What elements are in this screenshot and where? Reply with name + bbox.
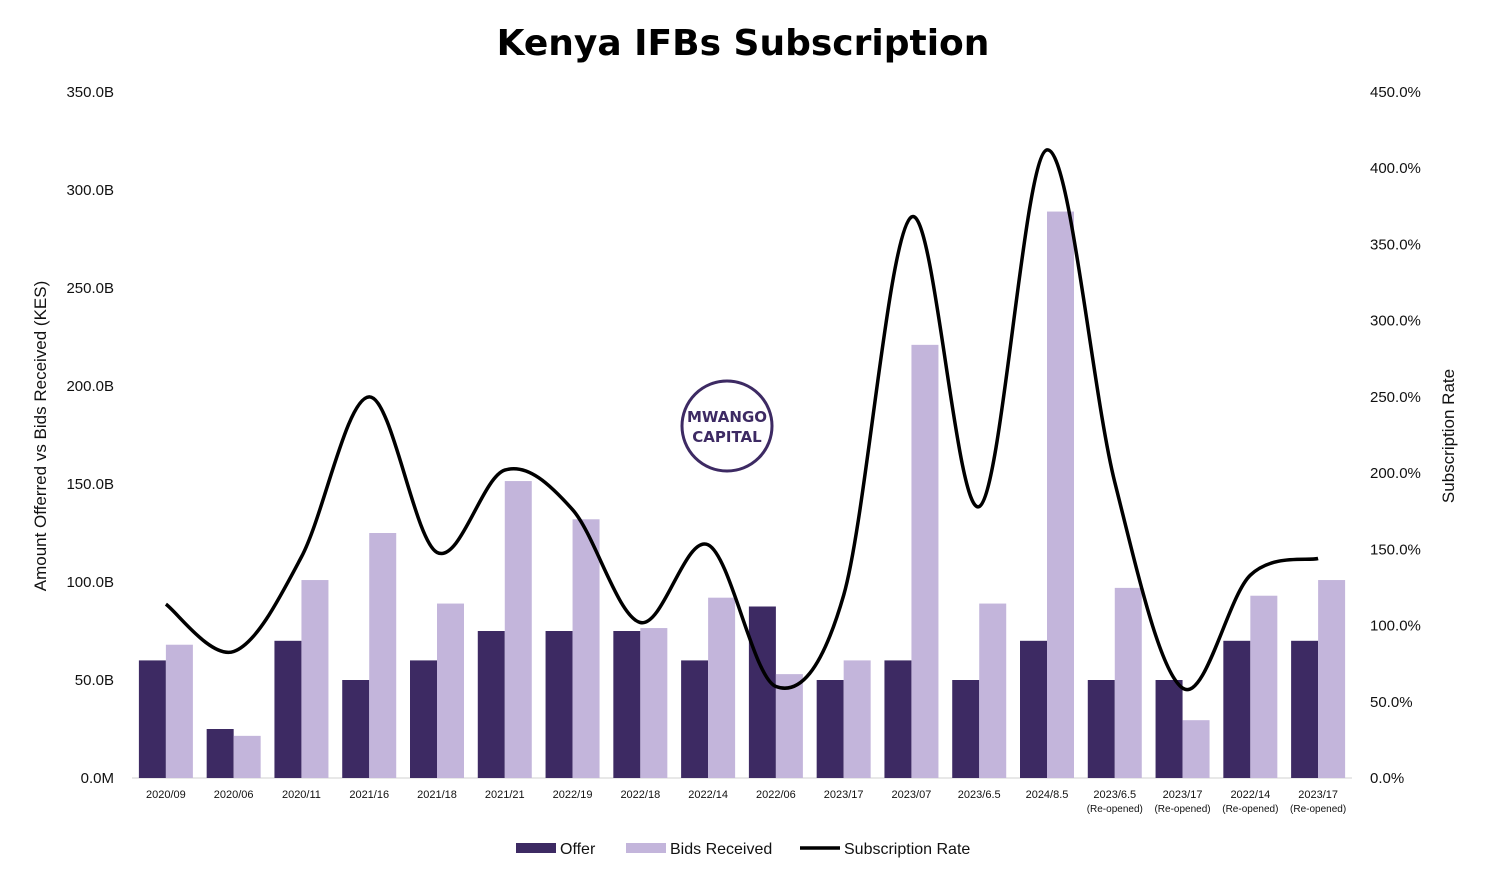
offer-bar	[884, 660, 912, 778]
x-tick-label: 2020/09	[146, 789, 186, 801]
bids-received-bar	[1318, 580, 1346, 778]
offer-bar	[816, 680, 844, 778]
x-tick-label: 2021/21	[485, 789, 525, 801]
bids-received-bar	[1250, 595, 1278, 778]
y2-tick-label: 50.0%	[1370, 694, 1413, 711]
offer-bar	[206, 729, 234, 778]
x-tick-label: 2022/18	[620, 789, 660, 801]
offer-bar	[952, 680, 980, 778]
offer-bar	[410, 660, 437, 778]
x-tick-label: 2021/16	[349, 789, 389, 801]
offer-bar	[477, 631, 505, 778]
y2-tick-label: 150.0%	[1370, 541, 1421, 558]
y2-tick-label: 450.0%	[1370, 84, 1421, 101]
chart-title: Kenya IFBs Subscription	[497, 23, 990, 64]
bids-received-bar	[572, 519, 600, 778]
legend-swatch-offer	[516, 843, 556, 853]
bids-received-bar	[1047, 211, 1074, 778]
bids-received-bar	[775, 674, 803, 778]
offer-bar	[1155, 680, 1183, 778]
y-axis-title: Amount Offerred vs Bids Received (KES)	[31, 281, 50, 592]
offer-bar	[138, 660, 166, 778]
bids-received-bar	[1114, 587, 1142, 778]
bids-received-bar	[1182, 720, 1210, 778]
bids-received-bar	[165, 644, 193, 778]
x-tick-label: 2023/6.5 (Re-opened)	[1087, 789, 1143, 815]
bids-received-bar	[301, 580, 329, 778]
bids-received-bar	[979, 603, 1007, 778]
offer-bar	[274, 640, 302, 778]
legend: Offer Bids Received Subscription Rate	[516, 841, 970, 858]
y-tick-label: 50.0B	[75, 672, 114, 689]
bids-received-bar	[911, 344, 939, 778]
legend-swatch-bids-received	[626, 843, 666, 853]
y-tick-label: 300.0B	[66, 182, 114, 199]
y-tick-label: 200.0B	[66, 378, 114, 395]
offer-bar	[1223, 640, 1251, 778]
offer-bar	[748, 606, 776, 778]
offer-bar	[1291, 640, 1319, 778]
legend-label-offer: Offer	[560, 841, 596, 858]
plot-area: 0.0M 50.0B 100.0B 150.0B 200.0B 250.0B 300.0B 3…	[66, 84, 1420, 815]
offer-bar	[1087, 680, 1115, 778]
offer-bar	[1020, 640, 1047, 778]
subscription-rate-line	[164, 148, 1319, 692]
x-tick-label: 2022/19	[553, 789, 593, 801]
y2-axis-title: Subscription Rate	[1439, 369, 1458, 503]
y-tick-label: 150.0B	[66, 476, 114, 493]
y2-tick-label: 350.0%	[1370, 236, 1421, 253]
logo-circle	[680, 379, 774, 473]
y-tick-label: 100.0B	[66, 574, 114, 591]
x-tick-label: 2021/18	[417, 789, 457, 801]
y-tick-label: 250.0B	[66, 280, 114, 297]
legend-label-subscription-rate: Subscription Rate	[844, 841, 970, 858]
offer-bar	[613, 631, 641, 778]
y2-tick-label: 250.0%	[1370, 389, 1421, 406]
x-tick-label: 2023/07	[892, 789, 932, 801]
y-tick-label: 350.0B	[66, 84, 114, 101]
y2-tick-label: 200.0%	[1370, 465, 1421, 482]
x-tick-label: 2022/14	[688, 789, 728, 801]
y2-tick-label: 100.0%	[1370, 618, 1421, 635]
x-tick-label: 2023/17 (Re-opened)	[1290, 789, 1346, 815]
y2-tick-label: 0.0%	[1370, 770, 1404, 787]
x-tick-label: 2023/17	[824, 789, 864, 801]
x-tick-label: 2022/14 (Re-opened)	[1222, 789, 1278, 815]
bids-received-bar	[640, 628, 668, 778]
legend-label-bids-received: Bids Received	[670, 841, 772, 858]
x-tick-label: 2020/06	[214, 789, 254, 801]
bids-received-bar	[708, 597, 736, 778]
y2-tick-label: 300.0%	[1370, 313, 1421, 330]
y2-tick-label: 400.0%	[1370, 160, 1421, 177]
offer-bar	[545, 631, 573, 778]
bids-received-bar	[369, 533, 397, 778]
x-tick-label: 2023/17 (Re-opened)	[1154, 789, 1210, 815]
logo-text-line2: CAPITAL	[692, 428, 762, 446]
mwango-capital-logo: MWANGO CAPITAL	[680, 379, 774, 473]
x-tick-label: 2022/06	[756, 789, 796, 801]
bids-received-bar	[233, 735, 261, 778]
x-tick-label: 2023/6.5	[958, 789, 1001, 801]
bids-received-bar	[437, 603, 464, 778]
logo-text-line1: MWANGO	[687, 408, 767, 426]
x-tick-label: 2024/8.5	[1026, 789, 1069, 801]
bids-received-bar	[843, 660, 871, 778]
offer-bar	[681, 660, 709, 778]
y-tick-label: 0.0M	[81, 770, 114, 787]
bids-received-bar	[504, 481, 532, 778]
x-tick-label: 2020/11	[282, 789, 321, 801]
offer-bar	[342, 680, 370, 778]
